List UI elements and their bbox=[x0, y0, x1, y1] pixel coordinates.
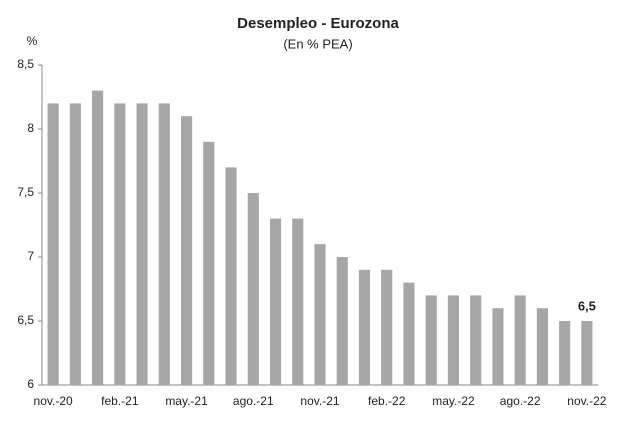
x-tick-label: nov.-22 bbox=[567, 394, 606, 408]
bar bbox=[514, 295, 526, 385]
bar bbox=[447, 295, 459, 385]
x-tick-label: nov.-20 bbox=[34, 394, 73, 408]
bar bbox=[381, 269, 393, 385]
data-label: 6,5 bbox=[578, 298, 596, 313]
bar bbox=[136, 103, 148, 386]
bar bbox=[247, 193, 259, 385]
y-tick-label: 7 bbox=[27, 249, 34, 263]
bar bbox=[314, 244, 326, 385]
bar bbox=[269, 218, 282, 385]
x-tick-label: nov.-21 bbox=[300, 394, 339, 408]
bar bbox=[225, 167, 237, 385]
bar bbox=[114, 103, 126, 386]
bar bbox=[470, 295, 482, 385]
x-tick-label: ago.-22 bbox=[500, 394, 541, 408]
bar bbox=[203, 141, 215, 385]
bar bbox=[158, 103, 170, 386]
bar bbox=[47, 103, 59, 386]
bar bbox=[358, 269, 371, 385]
bar bbox=[69, 103, 81, 386]
bar bbox=[492, 308, 504, 385]
x-tick-label: may.-21 bbox=[165, 394, 208, 408]
y-axis-label: % bbox=[27, 34, 38, 48]
bar bbox=[403, 282, 415, 385]
bar bbox=[336, 257, 348, 385]
y-tick-label: 6 bbox=[27, 377, 34, 391]
bar bbox=[181, 116, 193, 385]
y-tick-label: 8,5 bbox=[17, 57, 34, 71]
bar bbox=[581, 321, 593, 385]
x-tick-label: ago.-21 bbox=[233, 394, 274, 408]
y-tick-label: 8 bbox=[27, 121, 34, 135]
x-tick-label: feb.-22 bbox=[368, 394, 406, 408]
bar bbox=[536, 308, 548, 385]
x-tick-label: feb.-21 bbox=[101, 394, 139, 408]
bar bbox=[292, 218, 304, 385]
bar bbox=[559, 321, 571, 385]
bar bbox=[425, 295, 437, 385]
y-tick-label: 6,5 bbox=[17, 313, 34, 327]
chart-title: Desempleo - Eurozona bbox=[237, 15, 399, 32]
y-tick-label: 7,5 bbox=[17, 185, 34, 199]
chart-subtitle: (En % PEA) bbox=[283, 36, 352, 51]
x-tick-label: may.-22 bbox=[432, 394, 475, 408]
bar bbox=[92, 90, 104, 385]
